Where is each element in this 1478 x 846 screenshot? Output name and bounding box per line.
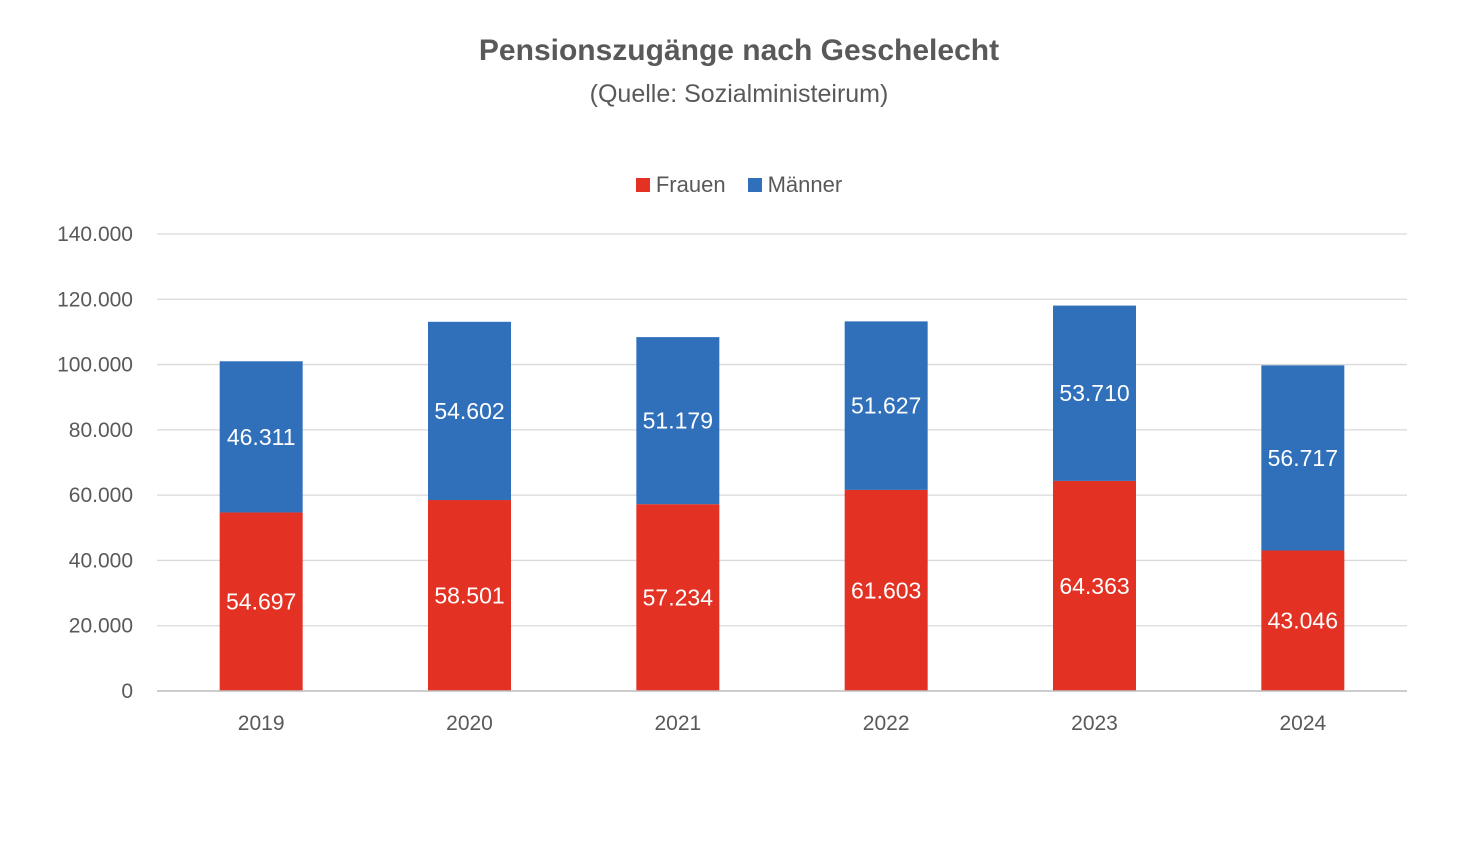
legend-item-frauen: Frauen (635, 172, 726, 198)
y-tick-label: 0 (121, 680, 133, 703)
data-label: 51.627 (851, 393, 921, 419)
data-label: 54.602 (434, 398, 504, 424)
legend-label-maenner: Männer (767, 172, 843, 197)
legend-swatch-maenner (747, 178, 762, 192)
x-tick-label: 2022 (863, 712, 910, 735)
bar-frauen (844, 489, 928, 691)
data-label: 61.603 (851, 577, 921, 603)
bar-maenner (636, 337, 720, 505)
chart-subtitle: (Quelle: Sozialministeirum) (589, 80, 889, 108)
y-tick-label: 120.000 (57, 288, 133, 311)
y-tick-label: 20.000 (69, 615, 133, 638)
data-label: 56.717 (1268, 445, 1338, 471)
bar-maenner (428, 321, 511, 501)
bar-frauen (219, 512, 303, 691)
data-label: 53.710 (1059, 380, 1129, 406)
y-tick-label: 80.000 (69, 419, 133, 442)
y-tick-label: 60.000 (69, 484, 133, 507)
chart-title: Pensionszugänge nach Geschelecht (478, 34, 1000, 67)
bar-maenner (1261, 365, 1345, 551)
data-label: 64.363 (1059, 573, 1129, 599)
data-label: 51.179 (643, 408, 713, 434)
data-label: 43.046 (1268, 608, 1338, 634)
legend: Frauen Männer (0, 172, 1478, 198)
y-tick-label: 100.000 (57, 354, 133, 377)
y-tick-label: 40.000 (69, 549, 133, 572)
x-tick-label: 2020 (446, 712, 493, 735)
bar-frauen (1053, 480, 1136, 691)
bar-frauen (428, 500, 511, 691)
bar-maenner (1053, 305, 1136, 481)
x-tick-label: 2021 (654, 712, 701, 735)
y-tick-label: 140.000 (57, 223, 133, 246)
data-label: 54.697 (226, 589, 296, 615)
bar-maenner (219, 361, 303, 513)
bar-frauen (636, 504, 720, 691)
legend-item-maenner: Männer (747, 172, 843, 198)
legend-label-frauen: Frauen (655, 172, 726, 197)
bar-frauen (1261, 550, 1345, 691)
data-label: 57.234 (643, 585, 714, 611)
x-tick-label: 2019 (238, 712, 285, 735)
x-tick-label: 2023 (1071, 712, 1118, 735)
data-label: 58.501 (434, 583, 504, 609)
bar-maenner (844, 321, 928, 490)
data-label: 46.311 (227, 424, 296, 450)
x-tick-label: 2024 (1279, 712, 1326, 735)
legend-swatch-frauen (635, 178, 650, 192)
